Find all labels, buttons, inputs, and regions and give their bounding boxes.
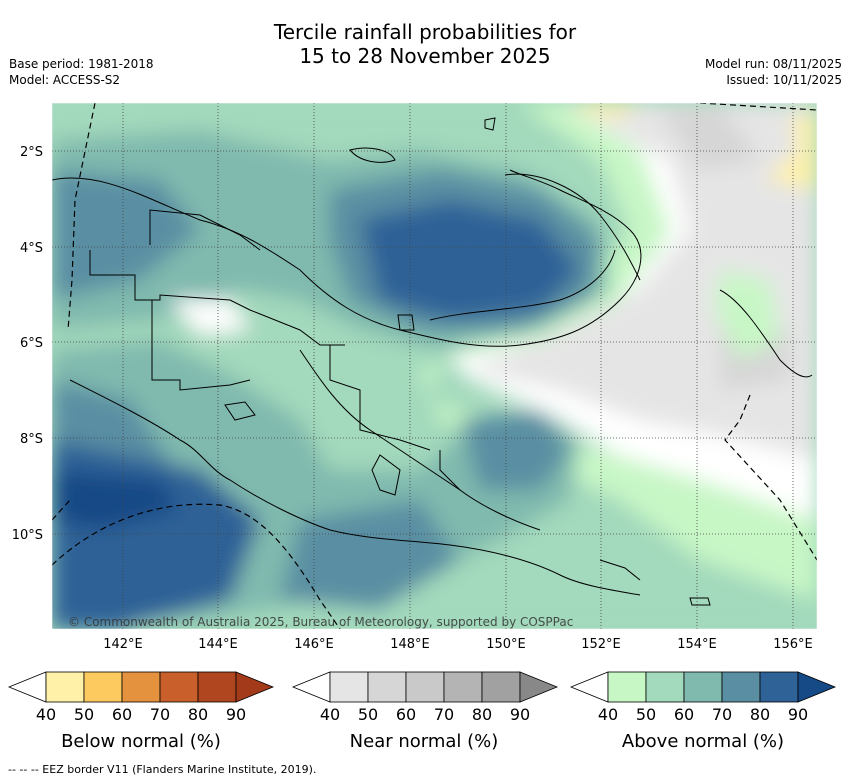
colorbar-under-arrow (7, 671, 47, 703)
colorbar-tick: 90 (788, 705, 808, 724)
lon-label: 152°E (581, 637, 621, 652)
lon-label: 154°E (677, 637, 717, 652)
axis-labels: 2°S 4°S 6°S 8°S 10°S 142°E 144°E 146°E 148°E 150°… (12, 145, 813, 652)
eez-border (52, 103, 817, 629)
colorbar-tick: 70 (712, 705, 732, 724)
colorbar-segment (607, 671, 647, 703)
colorbar-under-arrow (569, 671, 609, 703)
colorbar-under-arrow (291, 671, 331, 703)
colorbar: 40 50 60 70 80 90 (291, 671, 559, 724)
colorbar: 40 50 60 70 80 90 (569, 671, 837, 724)
colorbar-tick: 60 (674, 705, 694, 724)
colorbar-segment (159, 671, 199, 703)
colorbar-segment (45, 671, 85, 703)
title-line-1: Tercile rainfall probabilities for (273, 20, 577, 44)
coastlines (52, 117, 813, 606)
issued-date: Issued: 10/11/2025 (726, 73, 842, 87)
colorbar-segment (367, 671, 407, 703)
colorbar-tick: 70 (434, 705, 454, 724)
colorbar-tick: 60 (112, 705, 132, 724)
colorbar-tick: 60 (396, 705, 416, 724)
colorbar-tick: 80 (188, 705, 208, 724)
lat-label: 8°S (20, 432, 43, 447)
lon-label: 144°E (198, 637, 238, 652)
eez-footnote: -- -- -- EEZ border V11 (Flanders Marine… (8, 763, 317, 776)
colorbar-segment (683, 671, 723, 703)
base-period: Base period: 1981-2018 (9, 57, 154, 71)
colorbar-tick: 50 (358, 705, 378, 724)
lat-label: 10°S (12, 528, 43, 543)
lat-label: 2°S (20, 145, 43, 160)
lon-label: 142°E (103, 637, 143, 652)
lon-label: 148°E (390, 637, 430, 652)
colorbar-tick: 40 (598, 705, 618, 724)
colorbar-over-arrow (797, 671, 837, 703)
colorbar-segment (197, 671, 237, 703)
colorbar-segment (329, 671, 369, 703)
colorbar-tick: 90 (510, 705, 530, 724)
colorbar: 40 50 60 70 80 90 (7, 671, 275, 724)
colorbar-tick: 70 (150, 705, 170, 724)
colorbar-tick: 50 (74, 705, 94, 724)
copyright-notice: © Commonwealth of Australia 2025, Bureau… (68, 615, 573, 629)
colorbar-tick: 40 (320, 705, 340, 724)
colorbar-over-arrow (519, 671, 559, 703)
lon-label: 146°E (294, 637, 334, 652)
colorbars: 40 50 60 70 80 90 40 50 60 70 80 90 40 50 60 70 80 90 (7, 671, 837, 724)
province-borders (89, 209, 461, 496)
model-name: Model: ACCESS-S2 (9, 73, 121, 87)
below-normal-label: Below normal (%) (61, 731, 221, 752)
colorbar-tick: 90 (226, 705, 246, 724)
colorbar-segment (645, 671, 685, 703)
colorbar-segment (83, 671, 123, 703)
colorbar-segment (759, 671, 799, 703)
lon-label: 156°E (773, 637, 813, 652)
title-line-2: 15 to 28 November 2025 (299, 44, 551, 68)
lat-label: 4°S (20, 241, 43, 256)
model-run: Model run: 08/11/2025 (704, 57, 842, 71)
colorbar-over-arrow (235, 671, 275, 703)
lon-label: 150°E (486, 637, 526, 652)
near-normal-label: Near normal (%) (349, 731, 499, 752)
probability-field: © Commonwealth of Australia 2025, Bureau… (52, 103, 817, 629)
above-normal-label: Above normal (%) (621, 731, 785, 752)
colorbar-segment (121, 671, 161, 703)
lat-label: 6°S (20, 336, 43, 351)
colorbar-segment (405, 671, 445, 703)
colorbar-tick: 50 (636, 705, 656, 724)
colorbar-segment (721, 671, 761, 703)
colorbar-tick: 40 (36, 705, 56, 724)
colorbar-tick: 80 (472, 705, 492, 724)
colorbar-tick: 80 (750, 705, 770, 724)
colorbar-segment (481, 671, 521, 703)
colorbar-segment (443, 671, 483, 703)
